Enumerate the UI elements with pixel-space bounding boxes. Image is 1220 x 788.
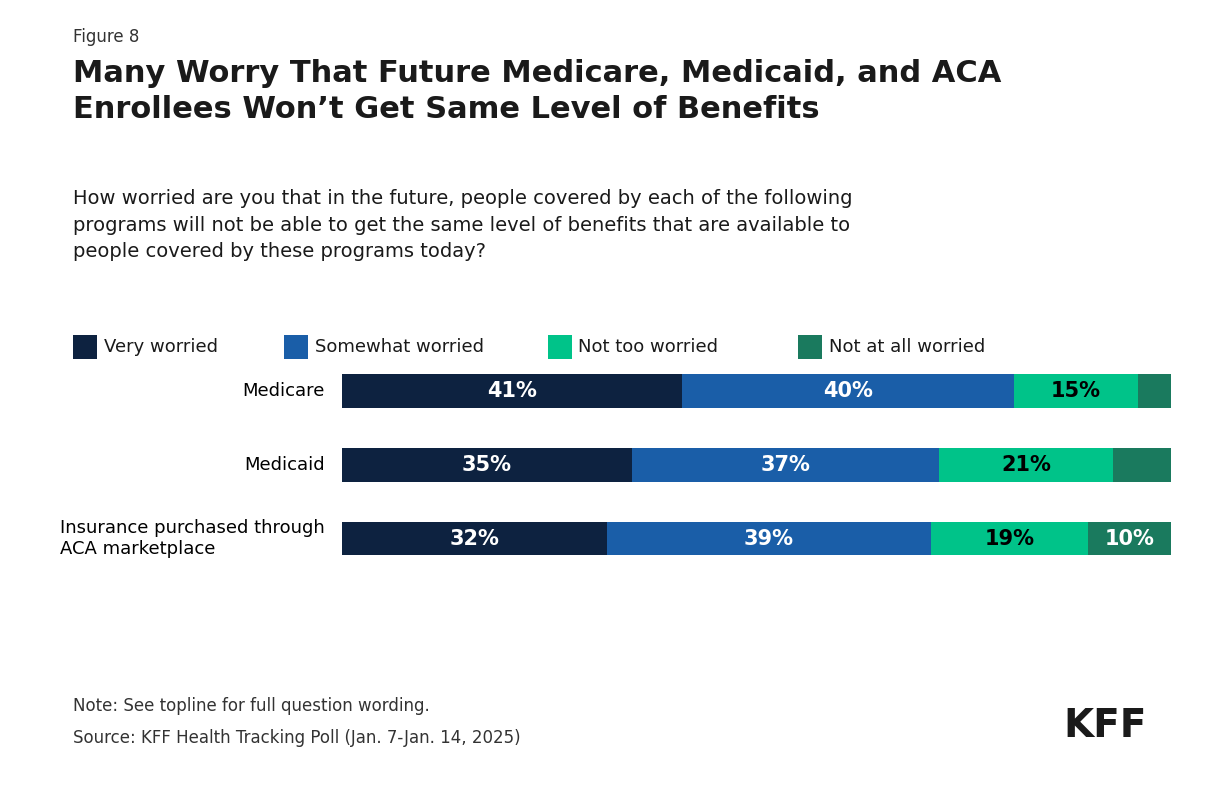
- Text: Many Worry That Future Medicare, Medicaid, and ACA
Enrollees Won’t Get Same Leve: Many Worry That Future Medicare, Medicai…: [73, 59, 1002, 124]
- Text: 35%: 35%: [462, 455, 511, 475]
- Bar: [798, 335, 822, 359]
- Text: Source: KFF Health Tracking Poll (Jan. 7-Jan. 14, 2025): Source: KFF Health Tracking Poll (Jan. 7…: [73, 729, 521, 747]
- Bar: [342, 374, 682, 407]
- Text: How worried are you that in the future, people covered by each of the following
: How worried are you that in the future, …: [73, 189, 853, 261]
- Text: Medicaid: Medicaid: [244, 456, 325, 474]
- Bar: [682, 374, 1014, 407]
- Bar: [548, 335, 572, 359]
- Bar: [73, 335, 98, 359]
- Text: 37%: 37%: [760, 455, 810, 475]
- Text: 15%: 15%: [1050, 381, 1100, 401]
- Text: Medicare: Medicare: [243, 382, 325, 400]
- Bar: [1088, 522, 1171, 556]
- Text: 21%: 21%: [1002, 455, 1050, 475]
- Text: Note: See topline for full question wording.: Note: See topline for full question word…: [73, 697, 429, 716]
- Bar: [632, 448, 939, 481]
- Bar: [608, 522, 931, 556]
- Text: 32%: 32%: [449, 529, 499, 548]
- Text: Not at all worried: Not at all worried: [828, 338, 985, 355]
- Bar: [342, 448, 632, 481]
- Text: Very worried: Very worried: [104, 338, 218, 355]
- Text: 19%: 19%: [985, 529, 1035, 548]
- Text: Not too worried: Not too worried: [578, 338, 719, 355]
- Text: 10%: 10%: [1105, 529, 1154, 548]
- Bar: [284, 335, 309, 359]
- Bar: [1113, 448, 1171, 481]
- Text: 40%: 40%: [822, 381, 872, 401]
- Text: 41%: 41%: [487, 381, 537, 401]
- Text: Figure 8: Figure 8: [73, 28, 139, 46]
- Text: Somewhat worried: Somewhat worried: [315, 338, 484, 355]
- Text: Insurance purchased through
ACA marketplace: Insurance purchased through ACA marketpl…: [60, 519, 325, 558]
- Bar: [342, 522, 608, 556]
- Bar: [1014, 374, 1138, 407]
- Bar: [931, 522, 1088, 556]
- Bar: [1138, 374, 1171, 407]
- Bar: [939, 448, 1113, 481]
- Text: 39%: 39%: [744, 529, 794, 548]
- Text: KFF: KFF: [1064, 707, 1147, 745]
